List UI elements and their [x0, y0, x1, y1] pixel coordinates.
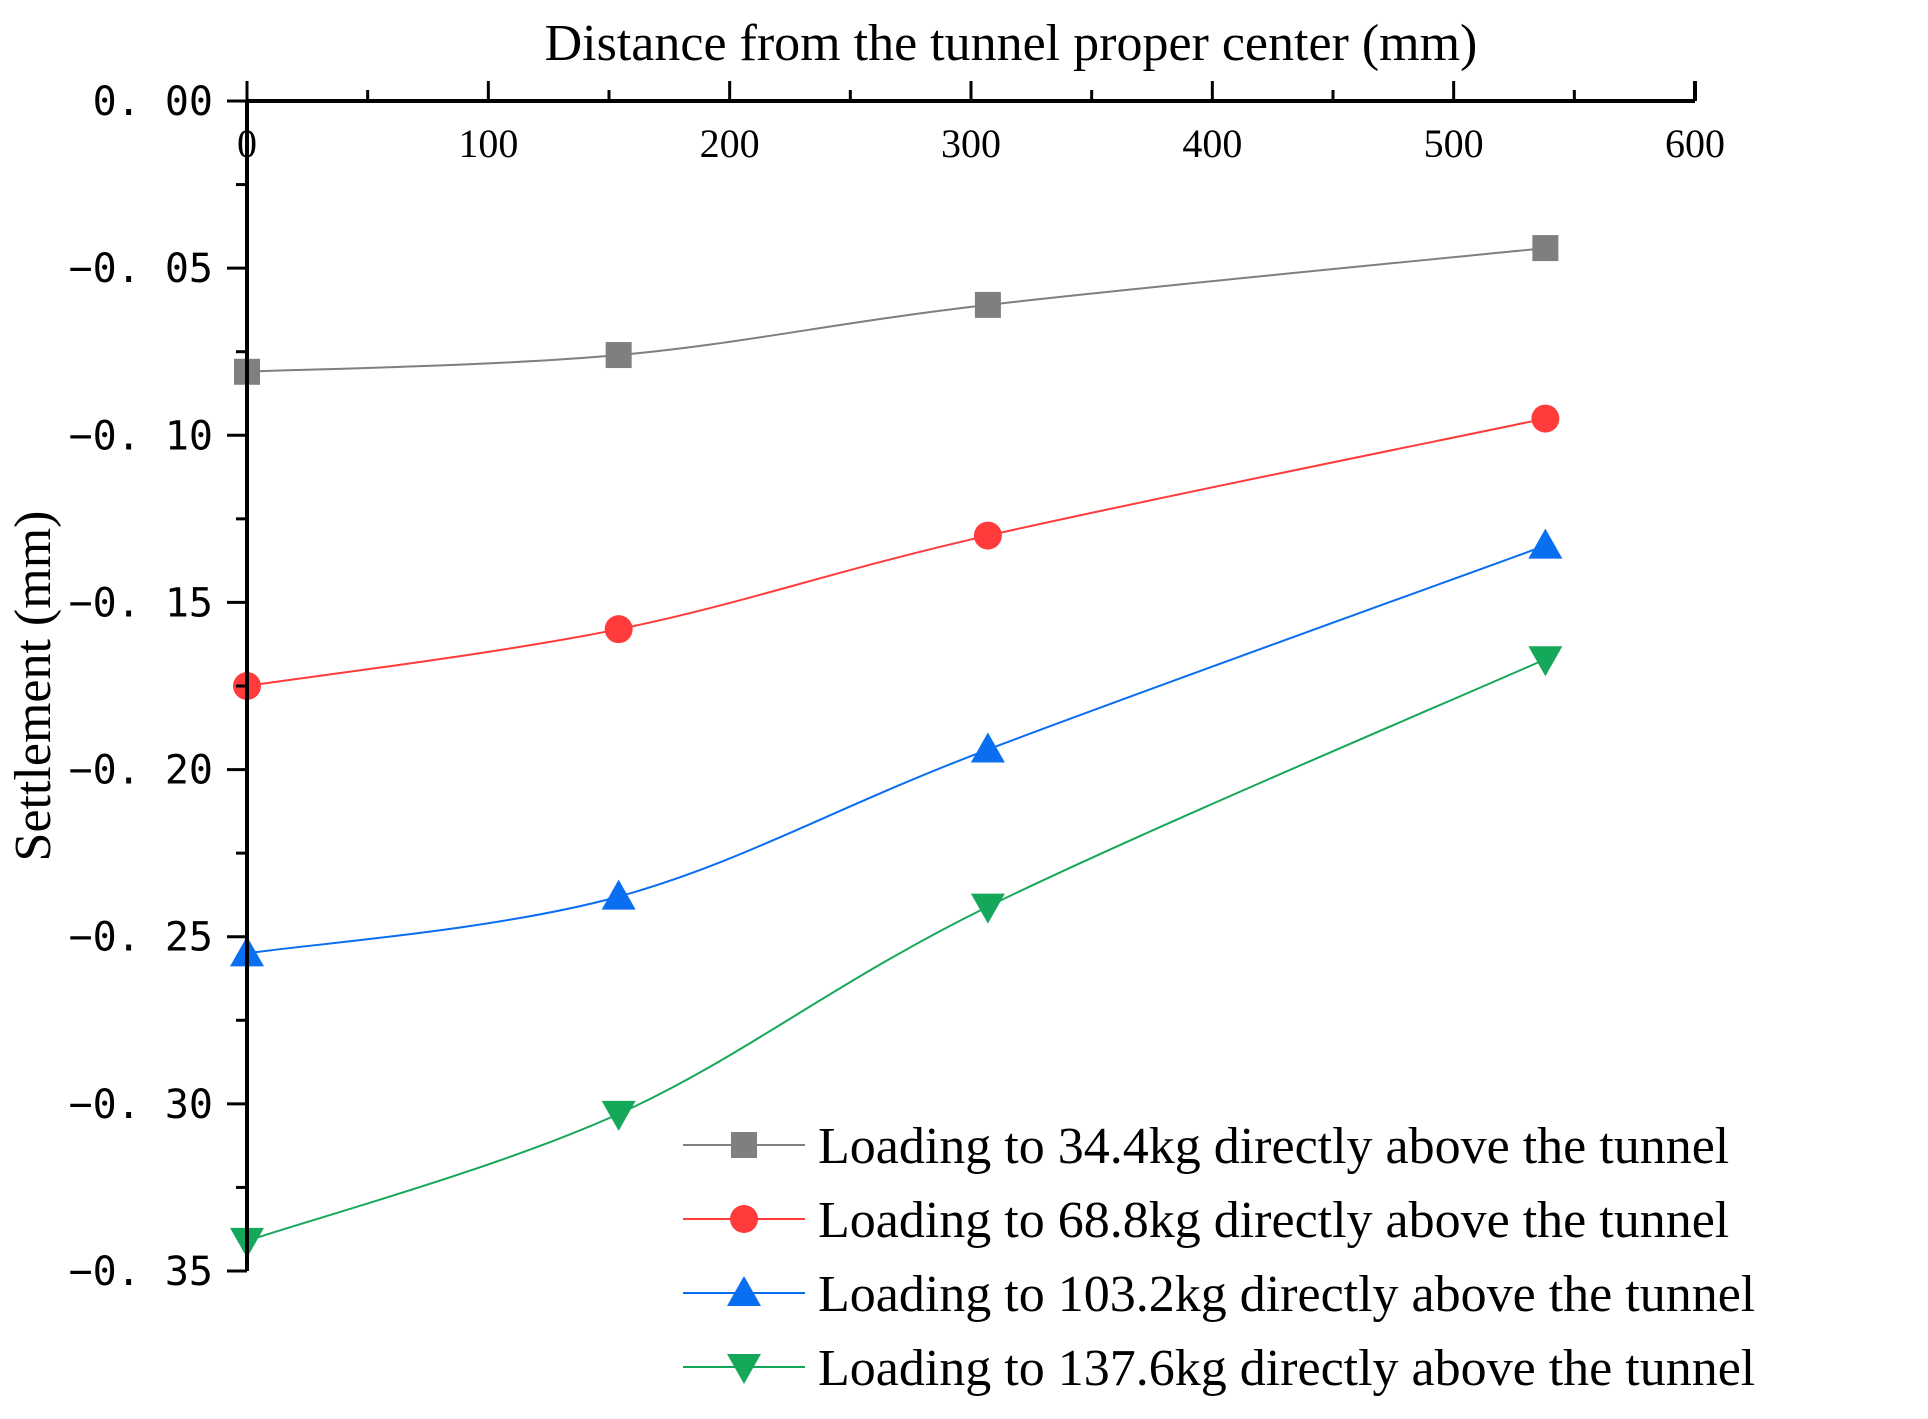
- data-point: [1532, 235, 1559, 262]
- y-tick-label: −0. 25: [69, 915, 214, 961]
- legend-item: Loading to 103.2kg directly above the tu…: [683, 1266, 1755, 1323]
- data-point: [970, 732, 1005, 763]
- legend-label: Loading to 68.8kg directly above the tun…: [818, 1192, 1729, 1249]
- x-tick-label: 200: [700, 121, 760, 166]
- plot-area: [230, 235, 1563, 1258]
- axes: 0 100 200 300 400 500 600 0. 00 −0. 05 −0. 10 −0. …: [69, 79, 1726, 1295]
- data-point: [1528, 646, 1563, 677]
- x-tick-label: 500: [1424, 121, 1484, 166]
- y-tick-label: 0. 00: [93, 79, 213, 125]
- series-line: [246, 544, 1546, 955]
- y-tick-label: −0. 35: [69, 1249, 214, 1295]
- y-tick-label: −0. 30: [69, 1082, 214, 1128]
- legend-item: Loading to 137.6kg directly above the tu…: [683, 1340, 1755, 1397]
- series-3: [230, 528, 1563, 967]
- data-point: [970, 893, 1005, 924]
- data-point: [1531, 404, 1560, 433]
- legend-label: Loading to 34.4kg directly above the tun…: [818, 1118, 1729, 1175]
- x-tick-label: 400: [1182, 121, 1242, 166]
- data-point: [973, 521, 1002, 550]
- y-axis-title: Settlement (mm): [5, 511, 62, 862]
- data-point: [601, 879, 636, 910]
- series-line: [246, 247, 1546, 373]
- x-tick-label: 600: [1665, 121, 1725, 166]
- y-tick-label: −0. 20: [69, 748, 214, 794]
- legend-swatch-marker: [730, 1205, 758, 1233]
- series-line: [246, 658, 1546, 1242]
- data-point: [605, 342, 632, 369]
- legend-swatch-marker: [727, 1276, 761, 1306]
- x-tick-label: 300: [941, 121, 1001, 166]
- y-tick-label: −0. 10: [69, 413, 214, 459]
- y-tick-label: −0. 05: [69, 246, 214, 292]
- x-tick-label: 0: [237, 121, 257, 166]
- series-line: [246, 417, 1546, 687]
- series-2: [233, 404, 1560, 700]
- legend: Loading to 34.4kg directly above the tun…: [683, 1118, 1755, 1397]
- data-point: [1528, 528, 1563, 559]
- series-1: [234, 235, 1559, 385]
- legend-swatch-marker: [731, 1132, 757, 1158]
- series-4: [230, 646, 1563, 1258]
- data-point: [974, 291, 1001, 318]
- legend-swatch-marker: [727, 1354, 761, 1384]
- data-point: [604, 615, 633, 644]
- legend-item: Loading to 34.4kg directly above the tun…: [683, 1118, 1729, 1175]
- legend-label: Loading to 103.2kg directly above the tu…: [818, 1266, 1755, 1323]
- data-point: [601, 1100, 636, 1131]
- legend-item: Loading to 68.8kg directly above the tun…: [683, 1192, 1729, 1249]
- x-axis-title: Distance from the tunnel proper center (…: [545, 15, 1478, 72]
- y-tick-label: −0. 15: [69, 580, 214, 626]
- legend-label: Loading to 137.6kg directly above the tu…: [818, 1340, 1755, 1397]
- x-tick-label: 100: [458, 121, 518, 166]
